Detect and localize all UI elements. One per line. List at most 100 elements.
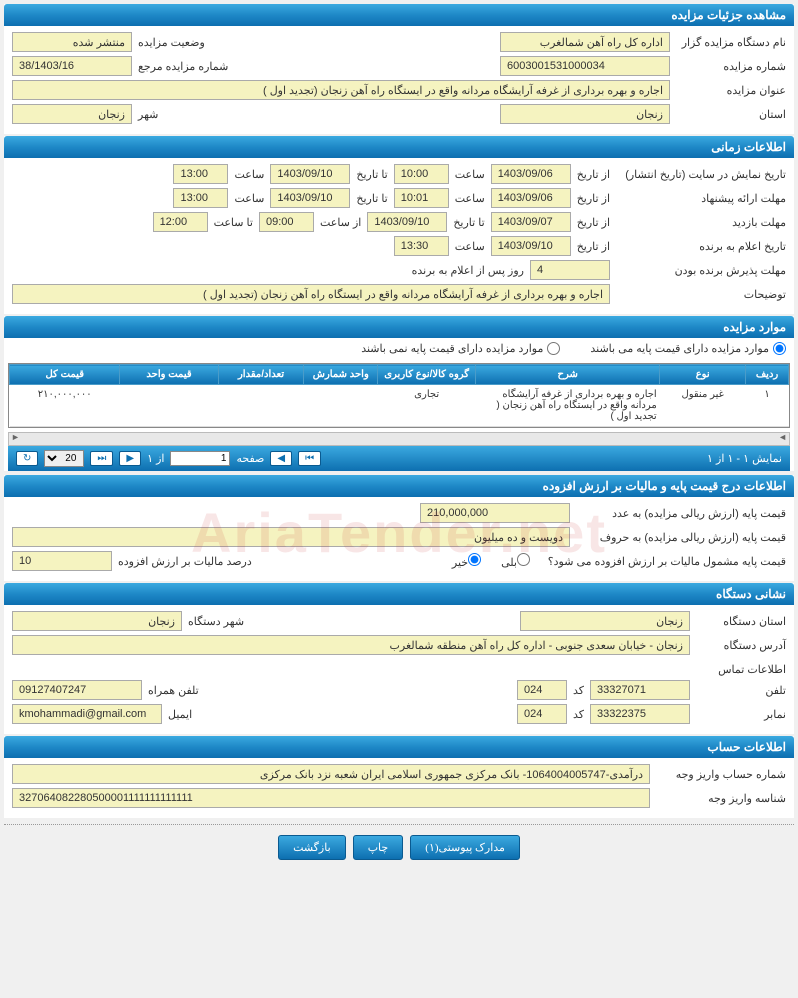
org-province-value: زنجان xyxy=(520,611,690,631)
time-header: اطلاعات زمانی xyxy=(4,136,794,158)
province-label: استان xyxy=(676,108,786,121)
org-label: نام دستگاه مزایده گزار xyxy=(676,36,786,49)
horizontal-scrollbar[interactable] xyxy=(8,432,790,446)
details-panel: مشاهده جزئیات مزایده نام دستگاه مزایده گ… xyxy=(4,4,794,134)
acc-no-value: درآمدی-1064004005747- بانک مرکزی جمهوری … xyxy=(12,764,650,784)
th-idx: ردیف xyxy=(746,365,789,385)
pager-first[interactable]: ⏮ xyxy=(298,451,321,466)
pager-of-label: از ۱ xyxy=(147,452,164,465)
pager-page-input[interactable] xyxy=(170,451,230,466)
offer-from: 1403/09/06 xyxy=(491,188,571,208)
cell-idx: ۱ xyxy=(746,385,789,427)
mobile-value: 09127407247 xyxy=(12,680,142,700)
fax-value: 33322375 xyxy=(590,704,690,724)
fax-label: نمابر xyxy=(696,708,786,721)
org-city-value: زنجان xyxy=(12,611,182,631)
pager-next[interactable]: ▶ xyxy=(119,451,141,466)
time-panel: اطلاعات زمانی تاریخ نمایش در سایت (تاریخ… xyxy=(4,136,794,314)
publish-from: 1403/09/06 xyxy=(491,164,571,184)
pager-refresh[interactable]: ↻ xyxy=(16,451,38,466)
desc-label: توضیحات xyxy=(616,288,786,301)
th-unit: واحد شمارش xyxy=(304,365,378,385)
pager-size-select[interactable]: 20 xyxy=(44,450,84,467)
visit-to: 1403/09/10 xyxy=(367,212,447,232)
org-value: اداره کل راه آهن شمالغرب xyxy=(500,32,670,52)
radio-without-base-input[interactable] xyxy=(547,342,560,355)
pager-prev[interactable]: ◀ xyxy=(270,451,292,466)
code-value: 024 xyxy=(517,680,567,700)
items-table: ردیف نوع شرح گروه کالا/نوع کاربری واحد ش… xyxy=(9,364,789,427)
auction-no-label: شماره مزایده xyxy=(676,60,786,73)
province-value: زنجان xyxy=(500,104,670,124)
account-header: اطلاعات حساب xyxy=(4,736,794,758)
accept-label: مهلت پذیرش برنده بودن xyxy=(616,264,786,277)
ref-id-label: شناسه واریز وجه xyxy=(656,792,786,805)
vat-no[interactable]: خیر xyxy=(452,553,481,569)
code-value-2: 024 xyxy=(517,704,567,724)
button-row: مدارک پیوستی(۱) چاپ بازگشت xyxy=(4,824,794,870)
th-qty: تعداد/مقدار xyxy=(218,365,304,385)
code-label: کد xyxy=(573,684,584,697)
offer-label: مهلت ارائه پیشنهاد xyxy=(616,192,786,205)
vat-percent-label: درصد مالیات بر ارزش افزوده xyxy=(118,555,252,568)
org-province-label: استان دستگاه xyxy=(696,615,786,628)
hour-label-2: ساعت xyxy=(234,168,264,181)
print-button[interactable]: چاپ xyxy=(353,835,404,860)
email-label: ایمیل xyxy=(168,708,192,721)
ref-id-value: 327064082280500001111111111111 xyxy=(12,788,650,808)
radio-without-base[interactable]: موارد مزایده دارای قیمت پایه نمی باشند xyxy=(361,342,560,355)
back-button[interactable]: بازگشت xyxy=(278,835,346,860)
cell-type: غیر منقول xyxy=(660,385,746,427)
ref-no-label: شماره مزایده مرجع xyxy=(138,60,228,73)
org-city-label: شهر دستگاه xyxy=(188,615,244,628)
base-text-value: دویست و ده میلیون xyxy=(12,527,570,547)
contact-label: اطلاعات تماس xyxy=(718,663,786,676)
cell-unit xyxy=(304,385,378,427)
org-header: نشانی دستگاه xyxy=(4,583,794,605)
org-address-label: آدرس دستگاه xyxy=(696,639,786,652)
winner-from-h: 13:30 xyxy=(394,236,449,256)
publish-to-h: 13:00 xyxy=(173,164,228,184)
phone-label: تلفن xyxy=(696,684,786,697)
base-text-label: قیمت پایه (ارزش ریالی مزایده) به حروف xyxy=(576,531,786,544)
city-value: زنجان xyxy=(12,104,132,124)
title-value: اجاره و بهره برداری از غرفه آرایشگاه مرد… xyxy=(12,80,670,100)
to-date-label: تا تاریخ xyxy=(356,168,387,181)
pager-last[interactable]: ⏭ xyxy=(90,451,113,466)
visit-from: 1403/09/07 xyxy=(491,212,571,232)
publish-to: 1403/09/10 xyxy=(270,164,350,184)
th-type: نوع xyxy=(660,365,746,385)
winner-from: 1403/09/10 xyxy=(491,236,571,256)
vat-yes[interactable]: بلی xyxy=(501,553,530,569)
attachments-button[interactable]: مدارک پیوستی(۱) xyxy=(410,835,520,860)
offer-to-h: 13:00 xyxy=(173,188,228,208)
publish-label: تاریخ نمایش در سایت (تاریخ انتشار) xyxy=(616,168,786,181)
code-label-2: کد xyxy=(573,708,584,721)
items-panel: موارد مزایده موارد مزایده دارای قیمت پای… xyxy=(4,316,794,471)
cell-total: ۲۱۰,۰۰۰,۰۰۰ xyxy=(10,385,120,427)
pager-display: نمایش ۱ - ۱ از ۱ xyxy=(707,452,782,465)
base-num-label: قیمت پایه (ارزش ریالی مزایده) به عدد xyxy=(576,507,786,520)
mobile-label: تلفن همراه xyxy=(148,684,199,697)
vat-question: قیمت پایه مشمول مالیات بر ارزش افزوده می… xyxy=(536,555,786,568)
city-label: شهر xyxy=(138,108,158,121)
radio-with-base[interactable]: موارد مزایده دارای قیمت پایه می باشند xyxy=(590,342,786,355)
ref-no-value: 38/1403/16 xyxy=(12,56,132,76)
acc-no-label: شماره حساب واریز وجه xyxy=(656,768,786,781)
visit-to-h: 12:00 xyxy=(153,212,208,232)
base-num-value: 210,000,000 xyxy=(420,503,570,523)
pager-page-label: صفحه xyxy=(236,452,264,465)
th-desc: شرح xyxy=(476,365,660,385)
th-total: قیمت کل xyxy=(10,365,120,385)
visit-from-h: 09:00 xyxy=(259,212,314,232)
days-after-label: روز پس از اعلام به برنده xyxy=(412,264,524,277)
table-row[interactable]: ۱ غیر منقول اجاره و بهره برداری از غرفه … xyxy=(10,385,789,427)
radio-with-base-input[interactable] xyxy=(773,342,786,355)
status-label: وضعیت مزایده xyxy=(138,36,205,49)
org-panel: نشانی دستگاه استان دستگاه زنجان شهر دستگ… xyxy=(4,583,794,734)
vat-percent-value: 10 xyxy=(12,551,112,571)
hour-label: ساعت xyxy=(455,168,485,181)
status-value: منتشر شده xyxy=(12,32,132,52)
accept-days: 4 xyxy=(530,260,610,280)
winner-label: تاریخ اعلام به برنده xyxy=(616,240,786,253)
